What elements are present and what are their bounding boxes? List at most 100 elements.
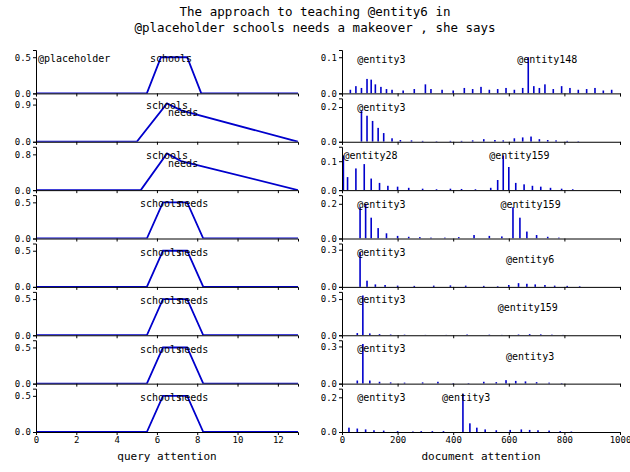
- bar: [408, 188, 410, 190]
- bar: [404, 382, 406, 383]
- tick-label: 0.2: [321, 199, 337, 209]
- tick: [76, 384, 77, 387]
- tick-mark: [398, 335, 399, 338]
- tick-label: 0.5: [15, 198, 31, 208]
- axis-line: [343, 287, 621, 290]
- axis-line: [339, 244, 343, 287]
- tick: 600: [501, 432, 517, 445]
- bar: [365, 429, 367, 432]
- bar: [356, 333, 358, 335]
- y-axis: 0.00.5: [15, 51, 37, 99]
- tick-label: 200: [390, 435, 406, 445]
- bar: [544, 84, 546, 93]
- axis-line: [343, 142, 621, 145]
- bar: [430, 89, 432, 93]
- tick: 0.5: [15, 53, 36, 63]
- bar: [355, 86, 357, 93]
- bar: [370, 218, 372, 239]
- x-axis: [37, 384, 299, 387]
- tick-label: 800: [557, 435, 573, 445]
- tick-mark: [453, 287, 454, 290]
- tick: [398, 384, 399, 387]
- bar: [586, 89, 588, 93]
- tick: 0.0: [15, 282, 36, 292]
- bar: [413, 285, 415, 286]
- tick-mark: [157, 335, 158, 338]
- bar: [430, 237, 432, 238]
- tick-label: 6: [155, 435, 160, 445]
- tick-mark: [564, 239, 565, 242]
- tick: [117, 384, 118, 387]
- tick: 0.0: [321, 234, 342, 244]
- tick-mark: [339, 432, 342, 433]
- tick: [278, 335, 279, 338]
- axis-line: [339, 389, 343, 432]
- x-axis: [37, 239, 299, 242]
- title-line: @placeholder schools needs a makeover , …: [134, 20, 495, 35]
- tick: [620, 142, 621, 145]
- bar: [369, 381, 371, 384]
- bar: [532, 186, 534, 190]
- bar: [603, 90, 605, 93]
- y-axis: 0.00.5: [321, 292, 343, 340]
- tick-mark: [33, 287, 36, 288]
- bar: [515, 183, 517, 190]
- bar: [539, 88, 541, 93]
- bar: [529, 334, 531, 335]
- tick-mark: [339, 250, 342, 251]
- tick-mark: [238, 384, 239, 387]
- tick-mark: [453, 335, 454, 338]
- tick-mark: [238, 239, 239, 242]
- bar: [548, 382, 550, 383]
- tick: [620, 384, 621, 387]
- bar: [422, 189, 424, 190]
- bar: [526, 284, 528, 287]
- bar: [397, 236, 399, 239]
- tick-mark: [339, 93, 342, 94]
- tick: [238, 239, 239, 242]
- tick: [197, 287, 198, 290]
- tick-mark: [509, 384, 510, 387]
- tick-mark: [564, 384, 565, 387]
- tick-mark: [157, 287, 158, 290]
- tick-mark: [453, 384, 454, 387]
- bar: [483, 139, 485, 142]
- bar: [505, 380, 507, 383]
- bar: [540, 187, 542, 190]
- tick-mark: [564, 335, 565, 338]
- tick: 0.1: [321, 53, 342, 63]
- annotation: needs: [178, 344, 208, 355]
- x-axis: [37, 190, 299, 193]
- x-axis: [37, 335, 299, 338]
- axis-line: [33, 341, 37, 384]
- tick-mark: [117, 287, 118, 290]
- y-axis: 0.00.8: [15, 147, 37, 195]
- annotation: @entity3: [357, 54, 405, 65]
- bar: [525, 381, 527, 383]
- tick: [453, 384, 454, 387]
- bar: [494, 140, 496, 142]
- bar: [515, 381, 517, 384]
- tick-label: 0.0: [321, 89, 337, 99]
- bar: [366, 281, 368, 287]
- bar: [558, 237, 560, 238]
- tick-label: 0.5: [321, 294, 337, 304]
- tick-mark: [33, 105, 36, 106]
- x-axis-label: document attention: [421, 450, 540, 463]
- tick-mark: [157, 142, 158, 145]
- tick-mark: [620, 287, 621, 290]
- annotation: needs: [168, 158, 198, 169]
- tick-label: 0.1: [321, 157, 337, 167]
- tick-mark: [339, 107, 342, 108]
- bar: [443, 431, 445, 432]
- bar: [533, 86, 535, 93]
- tick: 12: [273, 432, 284, 445]
- tick-label: 2: [74, 435, 79, 445]
- tick-label: 0.9: [15, 100, 31, 110]
- tick: [238, 190, 239, 193]
- bar: [472, 140, 474, 141]
- tick-label: 0.0: [15, 427, 31, 437]
- tick-label: 0.3: [321, 245, 337, 255]
- bar: [526, 232, 528, 239]
- bar: [555, 140, 557, 141]
